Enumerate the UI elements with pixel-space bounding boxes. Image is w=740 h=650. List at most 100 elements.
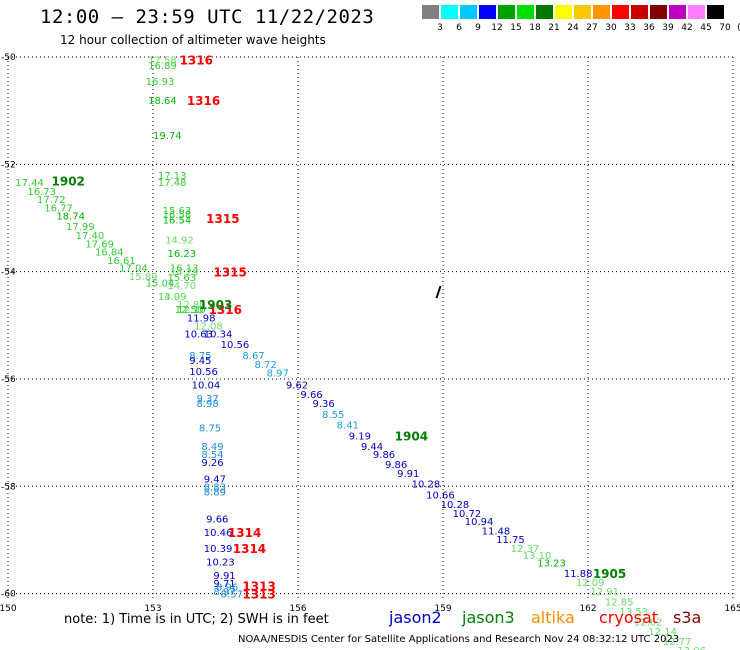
wave-height-label: 8.89 [204,488,226,499]
wave-height-label: 9.66 [206,515,228,526]
color-scale-label: 27 [586,23,598,33]
wave-height-label: 12.50 [175,305,204,316]
time-annotation: 1316 [180,54,213,68]
legend-item-cryosat: cryosat [599,608,659,627]
wave-height-label: 9.86 [385,460,407,471]
legend-item-jason2: jason2 [389,608,442,627]
time-annotation: 1905 [593,567,626,581]
chart-title: 12:00 — 23:59 UTC 11/22/2023 [40,6,375,28]
wave-height-label: 15.63 [168,273,197,284]
x-tick-label: 150 [0,604,17,614]
wave-height-label: 18.64 [148,96,177,107]
color-scale-swatch [536,5,553,19]
wave-height-label: 11.75 [496,535,525,546]
wave-height-label: 9.66 [300,390,322,401]
wave-height-label: 12.08 [194,321,223,332]
wave-height-label: 12.14 [648,627,677,638]
color-scale-swatch [631,5,648,19]
wave-height-label: 9.26 [201,458,223,469]
x-tick-label: 165 [724,604,740,614]
wave-height-label: 12.80 [177,300,206,311]
wave-height-label: 16.61 [107,256,136,267]
chart-footer: NOAA/NESDIS Center for Satellite Applica… [238,634,680,645]
wave-height-label: 17.69 [85,240,114,251]
color-scale-swatch [555,5,572,19]
wave-height-label: 11.48 [482,526,511,537]
color-scale-label: 6 [456,23,462,33]
wave-height-label: 8.41 [337,421,359,432]
wave-height-label: 16.77 [44,203,73,214]
wave-height-label: 10.28 [441,500,470,511]
color-scale-label: 36 [643,23,655,33]
y-tick-label: -54 [1,268,16,278]
wave-height-label: 15.63 [163,206,192,217]
wave-height-label: 16.73 [27,187,56,198]
wave-height-label: 18.74 [56,211,85,222]
wave-height-label: 16.89 [148,61,177,72]
wave-height-label: 11.98 [187,313,216,324]
wave-height-label: 9.19 [349,431,371,442]
y-tick-label: -60 [1,590,16,600]
wave-height-label: 13.10 [523,551,552,562]
time-annotation: 1315 [206,212,239,226]
wave-height-label: 15.89 [129,272,158,283]
wave-height-label: 10.63 [184,329,213,340]
color-scale-label: 42 [681,23,693,33]
wave-height-label: 10.23 [206,557,235,568]
wave-height-label: 16.54 [163,216,192,227]
wave-height-label: 19.74 [153,131,182,142]
x-tick-label: 159 [434,604,451,614]
legend-item-jason3: jason3 [462,608,515,627]
wave-height-label: 8.57 [221,590,243,601]
wave-height-label: 10.46 [204,528,233,539]
wave-height-label: 9.91 [213,571,235,582]
wave-height-label: 8.67 [242,351,264,362]
color-scale-swatch [498,5,515,19]
wave-height-label: 8.75 [199,423,221,434]
wave-height-label: 17.48 [158,178,187,189]
pencil-mark-icon [435,285,442,299]
wave-height-label: 9.37 [197,394,219,405]
wave-height-label: 10.66 [426,490,455,501]
time-annotation: 1902 [52,174,85,188]
wave-height-label: 11.88 [564,569,593,580]
color-scale-swatch [517,5,534,19]
wave-height-label: 8.96 [216,583,238,594]
wave-height-label: 12.85 [605,598,634,609]
wave-height-label: 9.36 [313,399,335,410]
color-scale-label: 45 [700,23,712,33]
wave-height-label: 8.97 [213,587,235,598]
time-annotation: 1314 [228,526,261,540]
y-tick-label: -56 [1,375,16,385]
wave-height-label: 10.56 [221,340,250,351]
wave-height-label: 9.62 [286,380,308,391]
wave-height-label: 10.34 [204,329,233,340]
wave-height-label: 17.40 [76,231,105,242]
wave-height-label: 14.09 [158,292,187,303]
color-scale-label: 39 [662,23,674,33]
wave-height-label: 16.84 [95,247,124,258]
wave-height-label: 12.91 [590,587,619,598]
wave-height-label: 16.13 [170,263,199,274]
color-scale-swatch [422,5,439,19]
y-tick-label: -50 [1,53,16,63]
wave-height-label: 13.23 [537,559,566,570]
wave-height-label: 15.04 [146,278,175,289]
wave-height-label: 17.13 [158,171,187,182]
color-scale-swatch [707,5,724,19]
wave-height-label: 17.44 [15,178,44,189]
wave-height-label: 8.72 [255,360,277,371]
x-tick-label: 156 [289,604,306,614]
color-scale-swatch [441,5,458,19]
wave-height-label: 8.49 [201,442,223,453]
wave-height-label: 13.99 [158,292,187,303]
x-tick-label: 153 [144,604,161,614]
wave-height-label: 8.75 [189,351,211,362]
wave-height-label: 9.91 [397,469,419,480]
wave-height-label: 9.44 [361,442,383,453]
wave-height-label: 9.47 [204,474,226,485]
y-tick-label: -58 [1,482,16,492]
time-annotation: 1314 [233,542,266,556]
wave-height-label: 10.04 [192,380,221,391]
color-scale-swatch [669,5,686,19]
